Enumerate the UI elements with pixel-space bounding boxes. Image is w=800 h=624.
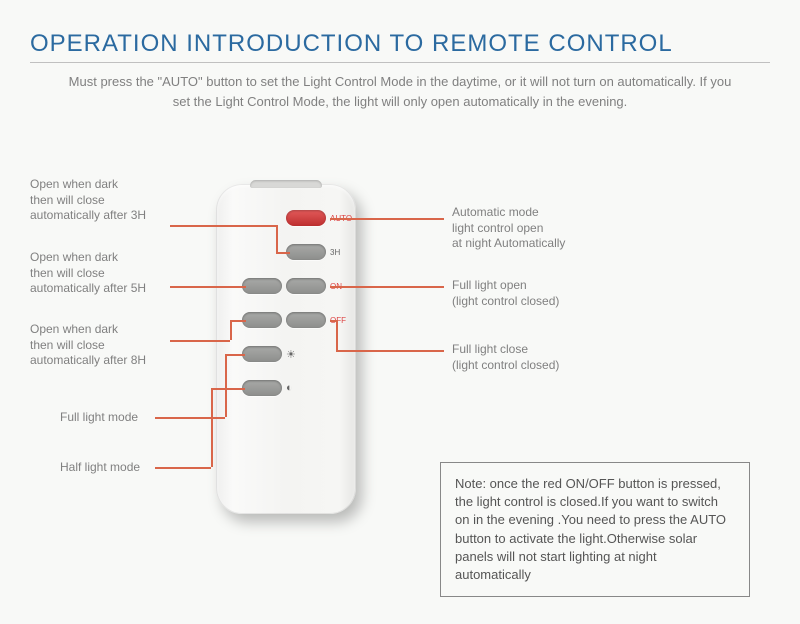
line-off-v (336, 320, 338, 350)
line-3h-h2 (276, 252, 290, 254)
line-full-h (155, 417, 225, 419)
button-off: OFF (286, 312, 326, 328)
line-3h-h (170, 225, 276, 227)
page-title: OPERATION INTRODUCTION TO REMOTE CONTROL (30, 30, 673, 58)
line-half-h2 (211, 388, 245, 390)
button-8h: 8H (242, 312, 282, 328)
callout-auto: Automatic modelight control openat night… (452, 205, 632, 252)
line-auto-h (330, 218, 444, 220)
remote-body: AUTO 3H 5H ON 8H OFF ☀ ◐ (216, 184, 356, 514)
callout-3h: Open when darkthen will closeautomatical… (30, 177, 170, 224)
line-off-h0 (330, 320, 337, 322)
callout-8h: Open when darkthen will closeautomatical… (30, 322, 170, 369)
line-3h-v (276, 225, 278, 252)
line-5h-h (170, 286, 246, 288)
button-full-light: ☀ (242, 346, 282, 362)
intro-text: Must press the "AUTO" button to set the … (60, 72, 740, 111)
title-underline (30, 62, 770, 63)
line-half-h (155, 467, 211, 469)
line-8h-h2 (230, 320, 246, 322)
remote-ir-lens (250, 180, 322, 188)
button-half-light: ◐ (242, 380, 282, 396)
button-3h-label: 3H (330, 248, 340, 257)
line-8h-v (230, 320, 232, 340)
line-full-h2 (225, 354, 245, 356)
callout-off: Full light close(light control closed) (452, 342, 632, 373)
full-light-icon: ☀ (286, 348, 296, 361)
callout-5h: Open when darkthen will closeautomatical… (30, 250, 170, 297)
button-auto: AUTO (286, 210, 326, 226)
button-5h: 5H (242, 278, 282, 294)
button-3h: 3H (286, 244, 326, 260)
line-off-h (336, 350, 444, 352)
half-light-icon: ◐ (286, 382, 293, 394)
button-on: ON (286, 278, 326, 294)
line-8h-h (170, 340, 230, 342)
line-half-v (211, 388, 213, 467)
note-box: Note: once the red ON/OFF button is pres… (440, 462, 750, 597)
callout-on: Full light open(light control closed) (452, 278, 632, 309)
line-on-h (330, 286, 444, 288)
line-full-v (225, 354, 227, 417)
